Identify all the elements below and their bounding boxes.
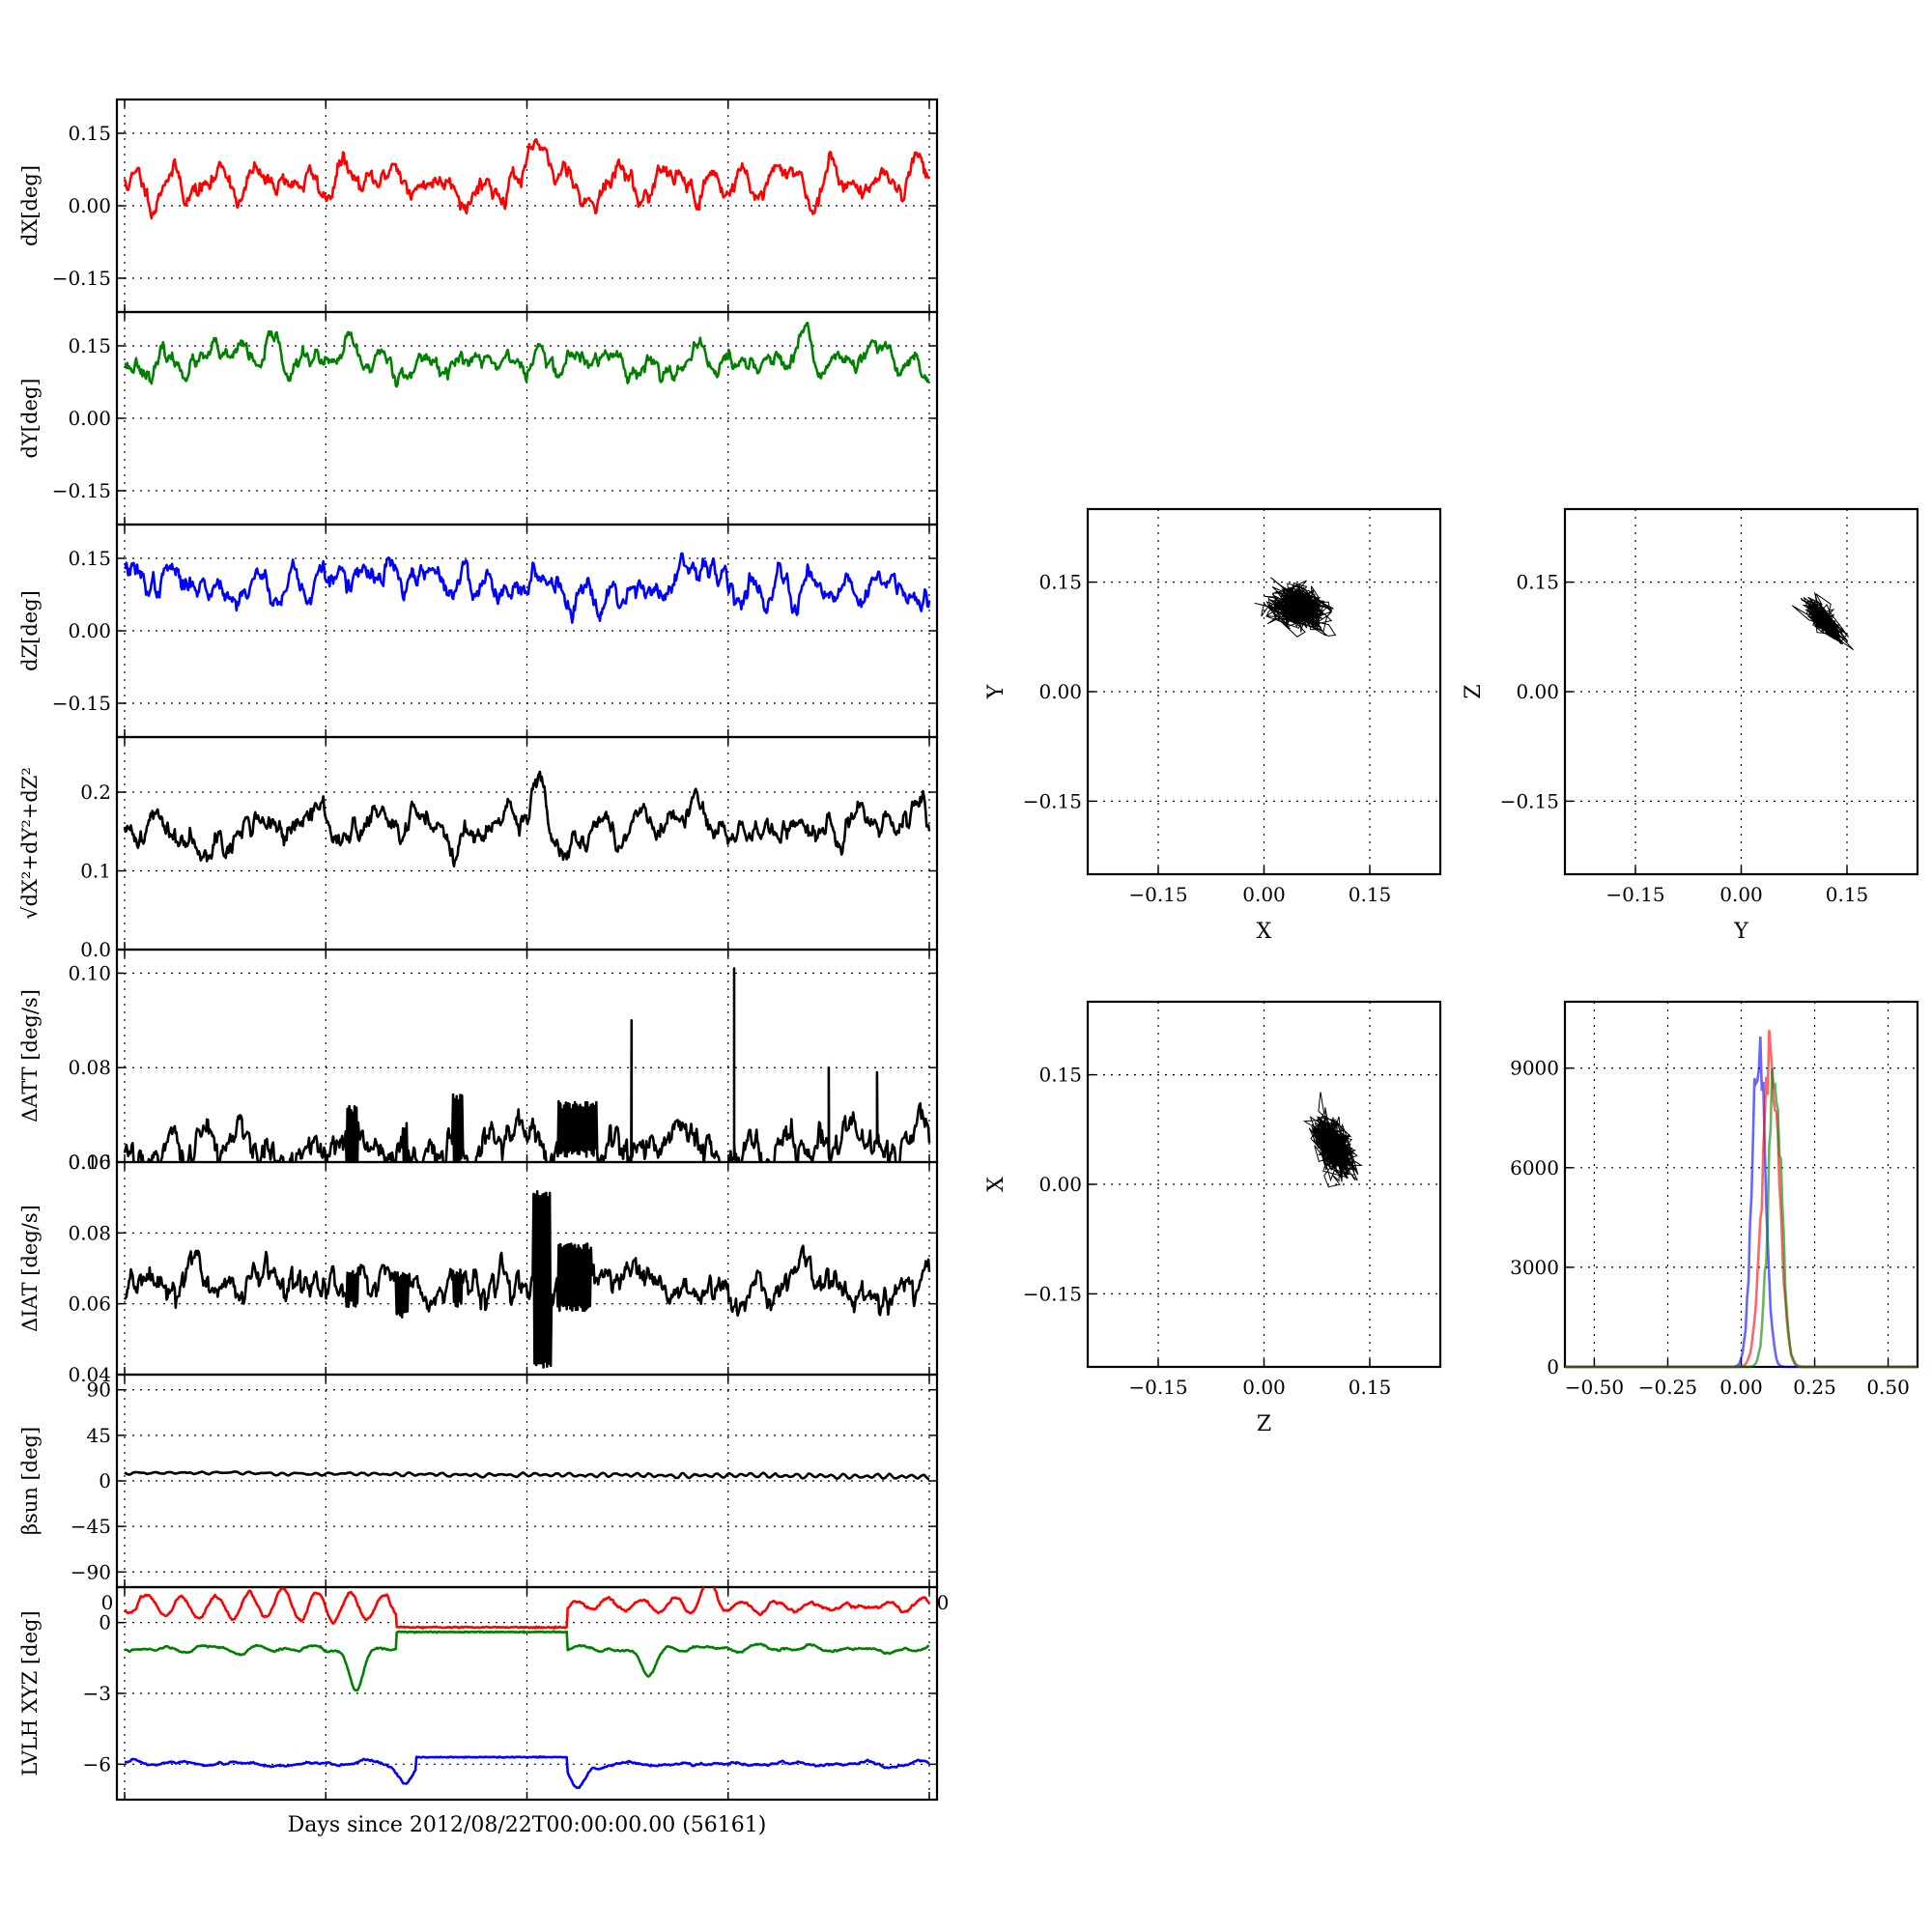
ytick-label: 0.15 bbox=[1038, 1064, 1082, 1087]
panel-dR-axes: 0.0 0.1 0.2 √dX²+dY²+dZ² bbox=[18, 735, 939, 961]
series-line-dX-x bbox=[123, 138, 931, 220]
ytick-label: 0.00 bbox=[1038, 1173, 1082, 1196]
ytick-label: −0.15 bbox=[52, 692, 111, 715]
ytick-label: 0.15 bbox=[1516, 571, 1559, 594]
series-line-lvlh-x bbox=[124, 1587, 931, 1630]
ylabel-dY: dY[deg] bbox=[18, 378, 42, 458]
xtick-label: −0.25 bbox=[1638, 1376, 1697, 1399]
xtick-label: 0.25 bbox=[1793, 1376, 1836, 1399]
ytick-label: −90 bbox=[71, 1560, 111, 1583]
panel-dATT-axes: 0.06 0.08 0.10 ΔATT [deg/s] bbox=[18, 948, 939, 1174]
xtick-label: 0.00 bbox=[1719, 1376, 1763, 1399]
panel-dY-axes: −0.15 0.00 0.15 dY[deg] bbox=[18, 310, 939, 526]
series-line-dR-k bbox=[123, 770, 931, 867]
scatter-ZX-axes: −0.15 0.00 0.15 −0.15 0.00 0.15 Z X bbox=[984, 1000, 1442, 1436]
ylabel-dATT: ΔATT [deg/s] bbox=[18, 989, 42, 1122]
ylabel-XY: Y bbox=[984, 684, 1009, 699]
ytick-label: 0.00 bbox=[1516, 680, 1559, 703]
ytick-label: 0.10 bbox=[68, 1151, 111, 1174]
xtick-label: −0.15 bbox=[1128, 883, 1187, 906]
scatter-trace-ZX bbox=[1302, 1092, 1364, 1188]
xtick-label: 0.15 bbox=[1349, 883, 1392, 906]
panel-dIAT-axes: 0.04 0.06 0.08 0.10 ΔIAT [deg/s] bbox=[18, 1151, 939, 1386]
ytick-label: 0.00 bbox=[1038, 680, 1082, 703]
ylabel-beta: βsun [deg] bbox=[18, 1427, 42, 1535]
ytick-label: −0.15 bbox=[52, 479, 111, 502]
ytick-label: 0.15 bbox=[68, 122, 111, 145]
xtick-label: −0.15 bbox=[1128, 1376, 1187, 1399]
series-line-lvlh-y bbox=[124, 1630, 930, 1692]
ytick-label: −0.15 bbox=[1500, 789, 1559, 812]
ytick-label: 0.00 bbox=[68, 194, 111, 217]
ytick-label: −0.15 bbox=[1023, 789, 1082, 812]
histogram-series-z bbox=[1565, 1036, 1918, 1369]
histogram-axes: −0.50 −0.25 0.00 0.25 0.50 0 3000 6000 9000 bbox=[1510, 1000, 1919, 1399]
xlabel-XY: X bbox=[1257, 920, 1272, 944]
ytick-label: 0.06 bbox=[68, 1293, 111, 1316]
ytick-label: −3 bbox=[83, 1682, 111, 1705]
xlabel-ZX: Z bbox=[1257, 1412, 1271, 1436]
ytick-label: 0.15 bbox=[68, 334, 111, 357]
ytick-label: 0.15 bbox=[1038, 571, 1082, 594]
series-line-dATT-k bbox=[123, 967, 931, 1162]
ytick-label: 3000 bbox=[1510, 1256, 1559, 1279]
scatter-XY-axes: −0.15 0.00 0.15 −0.15 0.00 0.15 X Y bbox=[984, 507, 1442, 944]
ylabel-YZ: Z bbox=[1462, 684, 1486, 698]
ytick-label: 0.04 bbox=[68, 1363, 111, 1386]
ytick-label: 9000 bbox=[1510, 1057, 1559, 1080]
ytick-label: 0 bbox=[99, 1469, 111, 1492]
xtick-label: 0.15 bbox=[1349, 1376, 1392, 1399]
series-line-beta-k bbox=[124, 1470, 930, 1481]
ytick-label: 0.08 bbox=[68, 1056, 111, 1079]
ytick-label: 0 bbox=[1547, 1355, 1559, 1378]
xlabel-YZ: Y bbox=[1733, 920, 1748, 944]
ylabel-dZ: dZ[deg] bbox=[18, 590, 42, 671]
ytick-label: 0.1 bbox=[80, 860, 111, 883]
ylabel-dX: dX[deg] bbox=[18, 165, 42, 246]
xtick-label: 0.15 bbox=[1826, 883, 1869, 906]
panel-dZ-axes: −0.15 0.00 0.15 dZ[deg] bbox=[18, 523, 939, 739]
panel-dX-axes: −0.15 0.00 0.15 dX[deg] bbox=[18, 98, 939, 314]
ytick-label: −6 bbox=[83, 1752, 111, 1776]
series-line-dZ-z bbox=[123, 552, 931, 624]
series-line-lvlh-z bbox=[124, 1755, 930, 1789]
ytick-label: 0.00 bbox=[68, 407, 111, 430]
xtick-label: −0.50 bbox=[1565, 1376, 1624, 1399]
ylabel-ZX: X bbox=[984, 1177, 1009, 1192]
ytick-label: 0.08 bbox=[68, 1221, 111, 1244]
panel-beta-axes: −90 −45 0 45 90 βsun [deg] bbox=[18, 1373, 939, 1589]
ytick-label: −0.15 bbox=[1023, 1282, 1082, 1305]
xtick-label: 0.00 bbox=[1242, 883, 1286, 906]
scatter-trace-YZ bbox=[1791, 592, 1855, 651]
ytick-label: 0.0 bbox=[80, 938, 111, 961]
ytick-label: 0.15 bbox=[68, 547, 111, 570]
ytick-label: 0.10 bbox=[68, 961, 111, 984]
ytick-label: 45 bbox=[87, 1424, 111, 1447]
ytick-label: −45 bbox=[71, 1515, 111, 1538]
ytick-label: 90 bbox=[87, 1378, 111, 1402]
ylabel-dR: √dX²+dY²+dZ² bbox=[18, 767, 42, 920]
xtick-label: 0.50 bbox=[1866, 1376, 1910, 1399]
ytick-label: 0 bbox=[99, 1611, 111, 1634]
ytick-label: 0.2 bbox=[80, 781, 111, 804]
scatter-trace-XY bbox=[1254, 577, 1337, 638]
series-line-dIAT-k bbox=[123, 1190, 931, 1369]
ylabel-dIAT: ΔIAT [deg/s] bbox=[18, 1205, 42, 1332]
corner-label-right: 0 bbox=[937, 1591, 950, 1614]
xtick-label: −0.15 bbox=[1605, 883, 1664, 906]
scatter-YZ-axes: −0.15 0.00 0.15 −0.15 0.00 0.15 Y Z bbox=[1462, 507, 1919, 944]
histogram-series-y bbox=[1565, 1067, 1918, 1369]
ytick-label: 6000 bbox=[1510, 1156, 1559, 1179]
ytick-label: 0.00 bbox=[68, 619, 111, 642]
ytick-label: −0.15 bbox=[52, 267, 111, 290]
xtick-label: 0.00 bbox=[1719, 883, 1763, 906]
xtick-label: 0.00 bbox=[1242, 1376, 1286, 1399]
corner-label-left: 0 bbox=[101, 1591, 114, 1614]
series-line-dY-y bbox=[124, 321, 930, 388]
ylabel-lvlh: LVLH XYZ [deg] bbox=[18, 1610, 42, 1776]
ytick-label: 0.06 bbox=[68, 1151, 111, 1174]
xlabel-time: Days since 2012/08/22T00:00:00.00 (56161… bbox=[288, 1813, 767, 1837]
